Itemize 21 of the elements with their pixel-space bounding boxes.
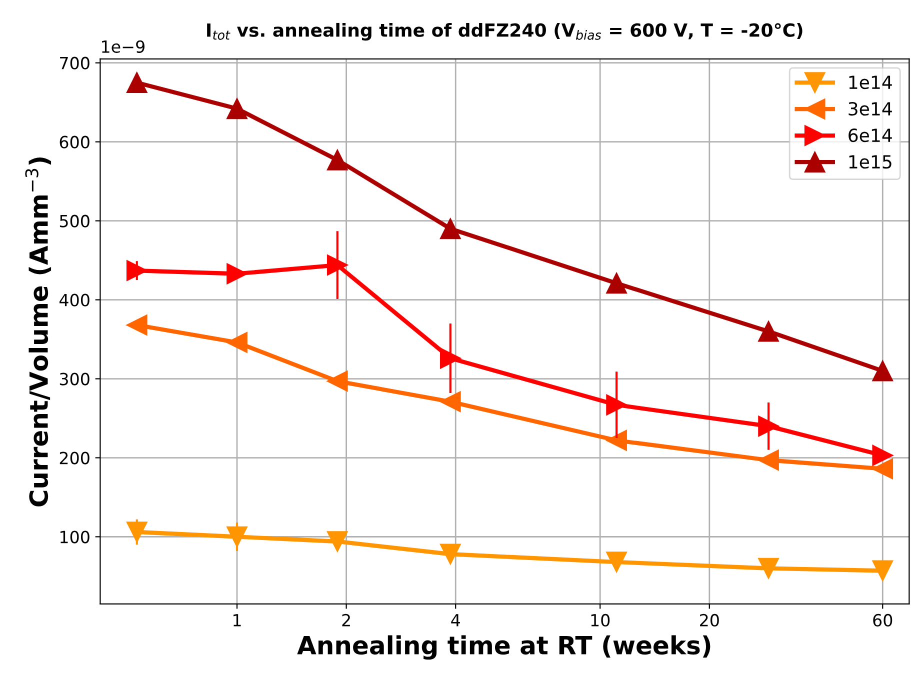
y-tick-label: 300 <box>60 372 90 386</box>
legend-label: 1e15 <box>849 155 892 169</box>
legend-label: 6e14 <box>848 128 892 142</box>
y-tick-label: 100 <box>60 530 90 544</box>
y-tick-label: 700 <box>60 56 90 70</box>
x-tick-label: 10 <box>591 614 610 627</box>
x-tick-label: 1 <box>234 614 241 626</box>
chart-title: I$_{tot}$ vs. annealing time of ddFZ240 (V$_{bias}$ = 600 V, T = -20°C) <box>207 22 802 41</box>
y-tick-label: 400 <box>59 294 90 306</box>
x-tick-label: 4 <box>451 614 460 626</box>
x-axis-title: Annealing time at RT (weeks) <box>297 635 710 660</box>
text: 1e−9 <box>102 40 144 53</box>
y-tick-label: 500 <box>60 214 90 228</box>
legend-label: 3e14 <box>848 102 892 116</box>
y-axis-title: Current/Volume (Amm$^{−3}$) <box>25 158 52 506</box>
x-tick-label: 60 <box>873 614 892 627</box>
legend-label: 1e14 <box>849 76 892 90</box>
x-tick-label: 2 <box>342 614 350 626</box>
y-tick-label: 200 <box>60 452 90 464</box>
y-tick-label: 600 <box>60 136 90 148</box>
x-tick-label: 20 <box>700 614 719 627</box>
